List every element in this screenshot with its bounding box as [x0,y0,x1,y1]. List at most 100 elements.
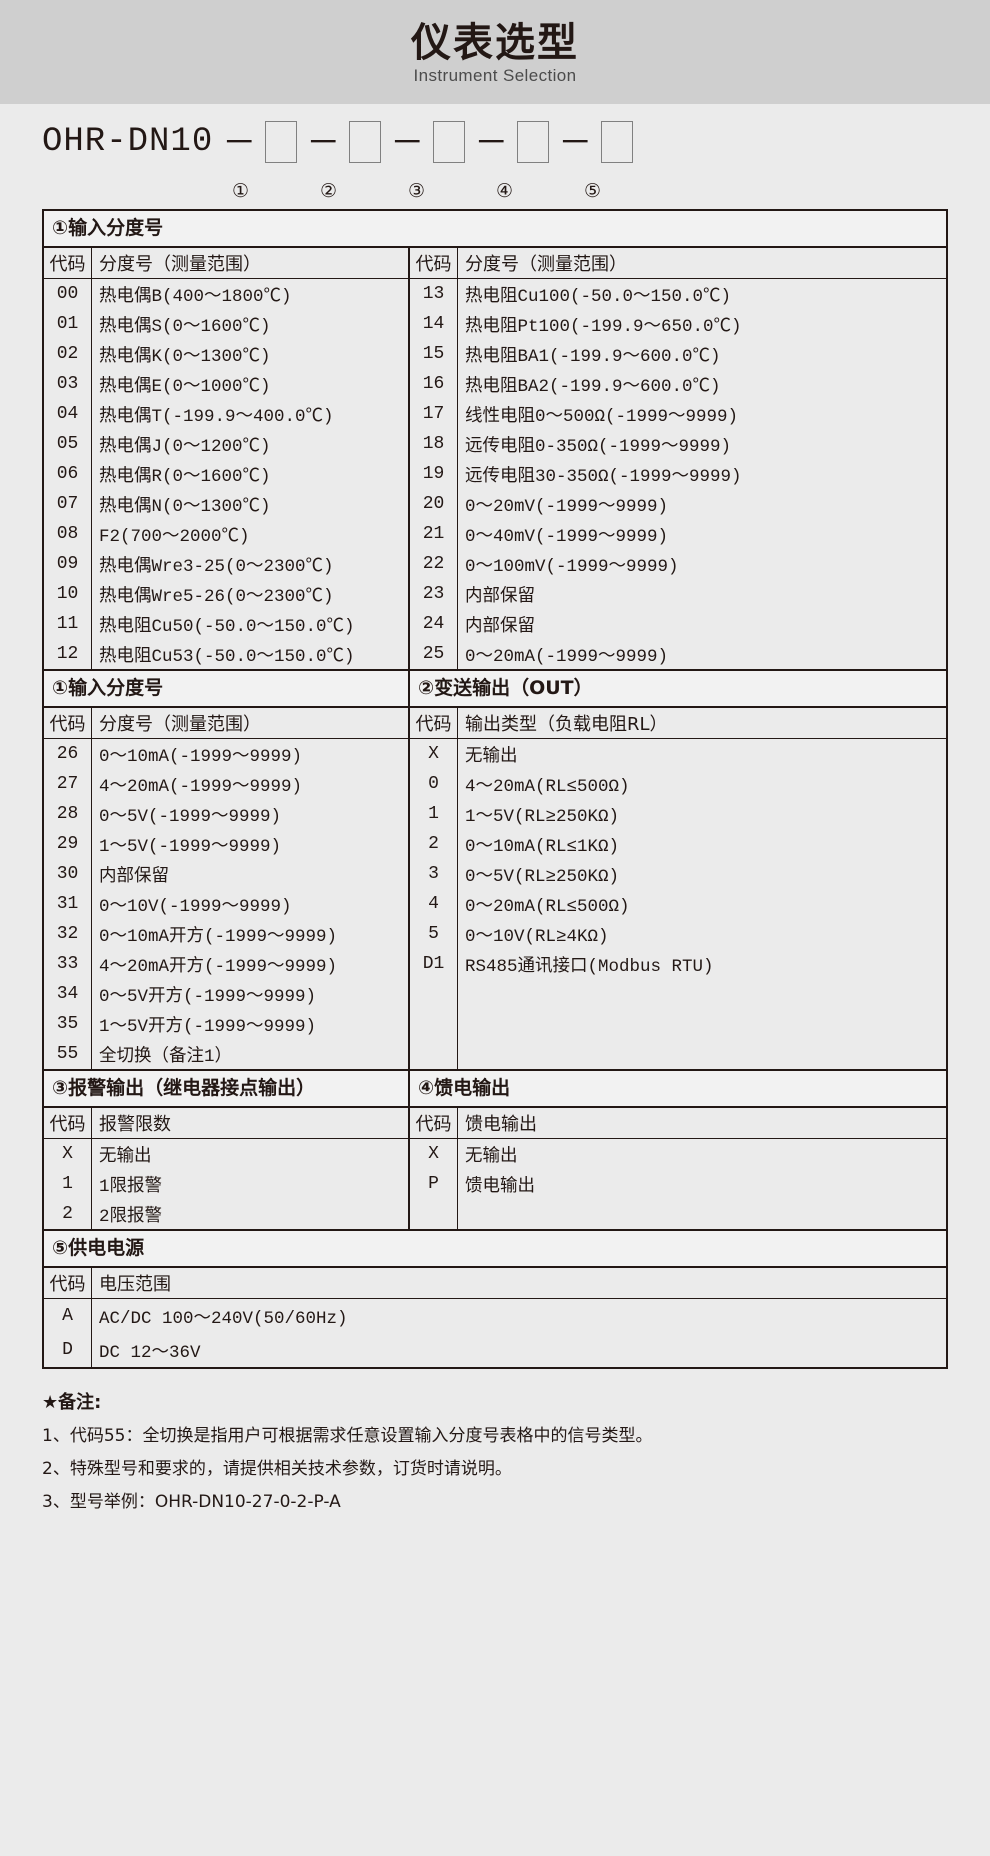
column-header-code: 代码 [410,1108,458,1138]
cell-code: 19 [410,459,458,489]
table-row: 55 全切换（备注1） [44,1039,408,1069]
model-slot-4[interactable] [517,121,550,163]
table-row: 00 热电偶B(400～1800℃) [44,279,408,309]
cell-code: 10 [44,579,92,609]
note-line: 3、型号举例：OHR-DN10-27-0-2-P-A [42,1492,341,1513]
cell-code: 06 [44,459,92,489]
cell-code: 16 [410,369,458,399]
column-header-code: 代码 [44,1268,92,1298]
section-title-left: ①输入分度号 [44,671,410,706]
table-row: X 无输出 [410,1139,946,1169]
notes-title: ★备注: [42,1392,102,1413]
model-separator-2: － [306,127,341,165]
model-slot-2[interactable] [349,121,382,163]
cell-code: 31 [44,889,92,919]
cell-desc: 1～5V(-1999～9999) [99,836,282,857]
cell-desc: 1～5V开方(-1999～9999) [99,1016,317,1037]
cell-code: 5 [410,919,458,949]
table-row [410,1039,946,1069]
model-code-builder: OHR-DN10 － － － － － ① ② ③ ④ ⑤ [0,104,990,209]
cell-code: 33 [44,949,92,979]
cell-code: X [410,739,458,769]
cell-code: 11 [44,609,92,639]
model-slot-number-4: ④ [496,180,514,202]
cell-code: 18 [410,429,458,459]
cell-code: 4 [410,889,458,919]
cell-desc: 0～10V(RL≥4KΩ) [465,926,609,947]
column-header-desc: 分度号（测量范围） [99,254,261,275]
cell-code: 30 [44,859,92,889]
column-header-desc: 电压范围 [99,1274,171,1295]
cell-code: 28 [44,799,92,829]
table-row: D1 RS485通讯接口(Modbus RTU) [410,949,946,979]
table-row: X 无输出 [44,1139,408,1169]
cell-code: D [44,1333,92,1367]
section-title-left: ③报警输出（继电器接点输出） [44,1071,410,1106]
cell-code: A [44,1299,92,1333]
section-title-right: ②变送输出（OUT） [410,671,946,706]
cell-code: 2 [410,829,458,859]
section-title: ①输入分度号 [44,211,946,246]
cell-code: 1 [410,799,458,829]
cell-desc: 热电阻Cu53(-50.0～150.0℃) [99,646,355,667]
cell-code: 22 [410,549,458,579]
cell-code: X [44,1139,92,1169]
cell-desc: 0～20mA(RL≤500Ω) [465,896,630,917]
cell-code: 13 [410,279,458,309]
cell-code: 26 [44,739,92,769]
model-slot-5[interactable] [601,121,634,163]
table-row: 5 0～10V(RL≥4KΩ) [410,919,946,949]
cell-desc: 馈电输出 [465,1176,535,1197]
cell-desc: 全切换（备注1） [99,1046,233,1067]
page-title: 仪表选型 [411,20,579,66]
cell-desc: 远传电阻0-350Ω(-1999～9999) [465,436,732,457]
cell-desc: 0～5V开方(-1999～9999) [99,986,317,1007]
notes-block: ★备注: 1、代码55：全切换是指用户可根据需求任意设置输入分度号表格中的信号类… [42,1385,948,1520]
table-row: 07 热电偶N(0～1300℃) [44,489,408,519]
table-row: 09 热电偶Wre3-25(0～2300℃) [44,549,408,579]
table-header-row: 代码 报警限数 [44,1108,408,1139]
cell-desc: 0～10mA(RL≤1KΩ) [465,836,620,857]
model-separator-4: － [474,127,509,165]
cell-code: 01 [44,309,92,339]
model-slot-number-row [42,167,990,193]
cell-code [410,1199,458,1229]
cell-desc: DC 12～36V [99,1342,201,1363]
model-slot-3[interactable] [433,121,466,163]
table-header-row: 代码 分度号（测量范围） [44,708,408,739]
model-slot-1[interactable] [265,121,298,163]
selection-tables: ①输入分度号 代码 分度号（测量范围） 00 热电偶B(400～1800℃) 01 热电偶S… [42,209,948,1369]
table-row: 19 远传电阻30-350Ω(-1999～9999) [410,459,946,489]
table-row: 02 热电偶K(0～1300℃) [44,339,408,369]
model-separator-1: － [222,127,257,165]
column-header-desc: 馈电输出 [465,1114,537,1135]
table-row: 13 热电阻Cu100(-50.0～150.0℃) [410,279,946,309]
table-header-row: 代码 分度号（测量范围） [410,248,946,279]
model-slot-number-2: ② [320,180,338,202]
section-body-section-3-4: 代码 报警限数 X 无输出 1 1限报警 2 2限报警 代码 馈电输出 X 无输出 P 馈电输出 [44,1108,946,1231]
table-row: 4 0～20mA(RL≤500Ω) [410,889,946,919]
cell-desc: 4～20mA开方(-1999～9999) [99,956,338,977]
table-row: P 馈电输出 [410,1169,946,1199]
column-header-code: 代码 [410,708,458,738]
cell-code: 15 [410,339,458,369]
cell-code: 1 [44,1169,92,1199]
table-row: 23 内部保留 [410,579,946,609]
table-column-left: 代码 报警限数 X 无输出 1 1限报警 2 2限报警 [44,1108,410,1229]
table-header-row: 代码 分度号（测量范围） [44,248,408,279]
cell-code [410,1039,458,1069]
cell-desc: 线性电阻0～500Ω(-1999～9999) [465,406,739,427]
table-header-row: 代码 馈电输出 [410,1108,946,1139]
cell-desc: 热电阻BA2(-199.9～600.0℃) [465,376,721,397]
column-header-code: 代码 [410,248,458,278]
cell-desc: 0～10mA开方(-1999～9999) [99,926,338,947]
table-row: 0 4～20mA(RL≤500Ω) [410,769,946,799]
table-row: 06 热电偶R(0～1600℃) [44,459,408,489]
table-row: 35 1～5V开方(-1999～9999) [44,1009,408,1039]
cell-code: 07 [44,489,92,519]
table-header-row: 代码 电压范围 [44,1268,946,1299]
table-row: 29 1～5V(-1999～9999) [44,829,408,859]
cell-desc: 远传电阻30-350Ω(-1999～9999) [465,466,742,487]
note-line: 2、特殊型号和要求的，请提供相关技术参数，订货时请说明。 [42,1459,512,1480]
table-row: 05 热电偶J(0～1200℃) [44,429,408,459]
